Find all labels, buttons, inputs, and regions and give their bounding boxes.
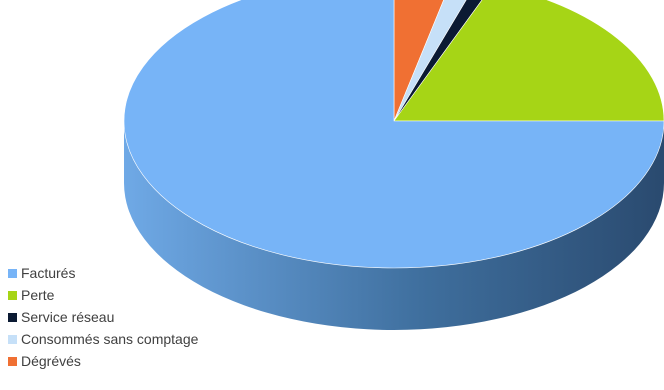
legend-label: Perte — [21, 287, 55, 303]
legend-label: Dégrévés — [21, 353, 81, 369]
legend-label: Service réseau — [21, 309, 115, 325]
pie-side-wall — [124, 121, 664, 330]
pie-slice-factures[interactable] — [123, 0, 664, 269]
pie-slices — [123, 0, 664, 269]
legend-label: Facturés — [21, 265, 76, 281]
legend-swatch — [8, 356, 17, 366]
legend-item-perte[interactable]: Perte — [8, 284, 198, 306]
legend-swatch — [8, 268, 17, 278]
legend-item-service-reseau[interactable]: Service réseau — [8, 306, 198, 328]
legend-swatch — [8, 290, 17, 300]
legend: Facturés Perte Service réseau Consommés san… — [8, 262, 198, 372]
legend-item-factures[interactable]: Facturés — [8, 262, 198, 284]
pie-side-surface — [124, 121, 664, 330]
legend-item-consommes-sans-comptage[interactable]: Consommés sans comptage — [8, 328, 198, 350]
legend-label: Consommés sans comptage — [21, 331, 199, 347]
pie-slice-perte[interactable] — [393, 0, 664, 122]
legend-item-degreves[interactable]: Dégrévés — [8, 350, 198, 372]
pie-slice-degreves[interactable] — [393, 0, 453, 122]
legend-swatch — [8, 334, 17, 344]
legend-swatch — [8, 312, 17, 322]
